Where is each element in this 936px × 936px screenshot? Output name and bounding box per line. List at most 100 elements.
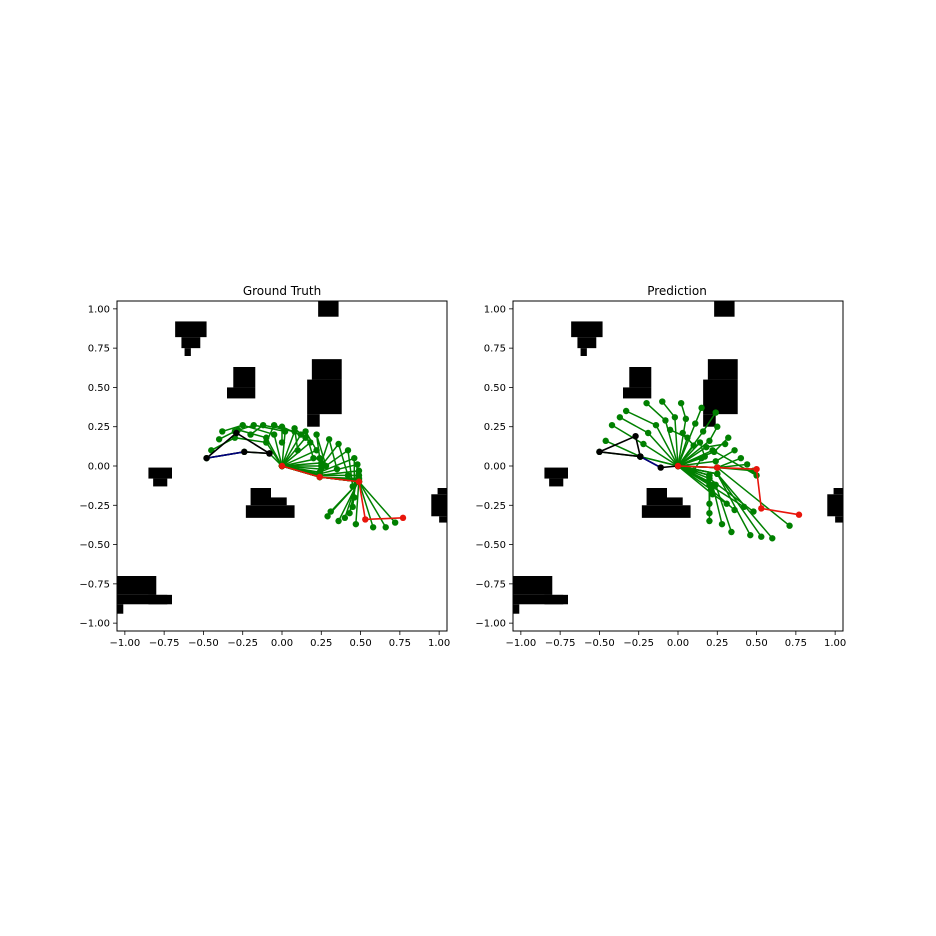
x-tick-label: −1.00	[506, 638, 537, 649]
trajectory-point	[714, 470, 721, 478]
start-arm	[203, 432, 270, 460]
obstacle	[544, 594, 564, 605]
obstacle	[117, 576, 157, 595]
x-tick-label: 0.00	[667, 638, 689, 649]
trajectory-point	[692, 420, 699, 427]
trajectory-point	[352, 520, 360, 528]
obstacle	[148, 594, 168, 605]
goal-joint	[278, 462, 286, 470]
trajectory-point	[644, 429, 652, 437]
trajectory-point	[712, 481, 719, 489]
trajectory-point	[302, 434, 309, 441]
obstacle	[623, 387, 652, 399]
obstacle	[707, 359, 738, 380]
start-joint	[203, 454, 210, 462]
obstacle	[641, 505, 691, 518]
trajectory-point	[270, 421, 278, 429]
goal-joint	[362, 516, 369, 523]
trajectory-point	[718, 520, 726, 528]
x-tick-label: −0.75	[545, 638, 576, 649]
y-tick-label: −0.50	[475, 540, 506, 551]
y-tick-label: −0.75	[475, 579, 506, 590]
y-tick-label: −1.00	[475, 619, 506, 630]
trajectory-point	[640, 440, 647, 448]
obstacle	[311, 359, 342, 380]
trajectory-point	[731, 447, 738, 454]
trajectory-point	[263, 439, 270, 446]
trajectory-point	[608, 421, 616, 429]
trajectory-point	[709, 491, 716, 498]
trajectory-point	[643, 399, 650, 407]
obstacle	[437, 488, 447, 495]
y-tick-label: 0.50	[88, 383, 110, 394]
obstacle	[184, 348, 191, 356]
obstacle	[307, 414, 320, 427]
trajectory-point	[659, 398, 666, 405]
start-joint	[241, 448, 248, 456]
trajectory-point	[714, 423, 721, 430]
x-tick-label: 0.50	[349, 638, 371, 649]
obstacle	[577, 337, 597, 349]
trajectory-point	[333, 465, 341, 473]
obstacle	[827, 494, 843, 517]
trajectory-point	[302, 428, 309, 435]
trajectory-point	[703, 443, 710, 451]
obstacle	[833, 488, 843, 495]
trajectory-point	[690, 467, 697, 474]
trajectory-point	[740, 503, 748, 511]
chart-title: Prediction	[647, 284, 707, 298]
obstacle	[271, 497, 287, 506]
trajectory-point	[294, 447, 301, 454]
y-tick-label: 0.75	[484, 344, 506, 355]
goal-joint	[753, 465, 760, 473]
obstacle	[227, 387, 256, 399]
trajectory-arm	[282, 442, 349, 476]
x-tick-label: 1.00	[824, 638, 846, 649]
trajectory-arm	[281, 436, 338, 470]
y-tick-label: −0.50	[79, 540, 110, 551]
trajectory-point	[270, 431, 278, 438]
trajectory-point	[666, 426, 674, 434]
trajectory-arm	[281, 434, 327, 467]
trajectory-point	[344, 472, 352, 479]
plot-area	[117, 301, 447, 614]
start-link	[639, 455, 662, 469]
trajectory-point	[341, 514, 349, 522]
trajectory-point	[731, 506, 738, 514]
obstacle	[513, 576, 553, 595]
goal-joint	[795, 511, 803, 518]
obstacle	[544, 467, 568, 479]
trajectory-point	[743, 461, 751, 468]
obstacle	[513, 594, 568, 605]
trajectory-point	[354, 461, 361, 468]
obstacle	[439, 516, 447, 523]
trajectory-point	[247, 431, 254, 438]
trajectory-point	[701, 453, 708, 460]
trajectory-point	[737, 454, 745, 462]
trajectory-point	[325, 436, 333, 443]
trajectory-point	[324, 513, 331, 520]
y-tick-label: −1.00	[79, 619, 110, 630]
obstacle	[431, 494, 447, 517]
obstacle	[117, 594, 172, 605]
trajectory-point	[219, 428, 226, 435]
obstacle	[117, 604, 124, 614]
x-tick-label: −0.50	[188, 638, 219, 649]
trajectory-point	[616, 414, 624, 421]
y-tick-label: −0.25	[475, 501, 506, 512]
trajectory-point	[278, 439, 286, 446]
x-tick-label: −0.50	[584, 638, 615, 649]
obstacle	[307, 379, 342, 415]
obstacle	[835, 516, 843, 523]
obstacle	[714, 301, 735, 317]
plot-area	[513, 301, 843, 614]
obstacle	[571, 321, 603, 338]
y-tick-label: 0.50	[484, 383, 506, 394]
trajectory-point	[725, 434, 732, 441]
obstacle	[148, 467, 172, 479]
trajectory-point	[322, 462, 330, 470]
trajectory-point	[250, 421, 257, 429]
trajectory-point	[786, 522, 793, 529]
x-tick-label: 0.25	[706, 638, 728, 649]
